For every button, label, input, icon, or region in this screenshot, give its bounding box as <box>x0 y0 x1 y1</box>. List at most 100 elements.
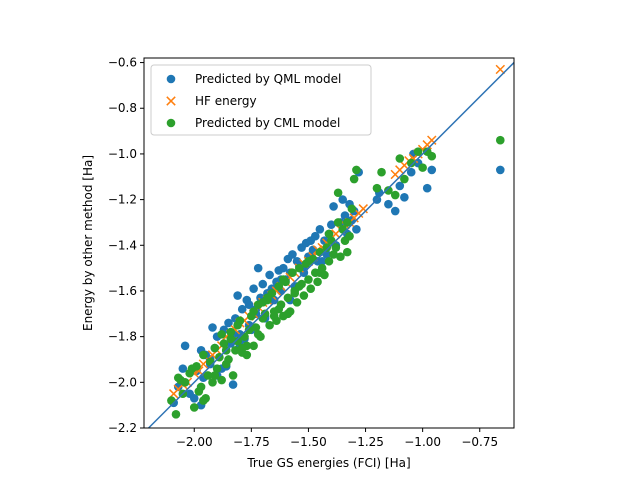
y-tick-label: −2.2 <box>108 421 137 435</box>
y-tick-label: −0.6 <box>108 56 137 70</box>
cml-point <box>233 336 242 346</box>
cml-point <box>333 188 343 198</box>
x-tick-label: −1.75 <box>233 435 270 449</box>
qml-point <box>279 263 288 273</box>
cml-point <box>176 375 185 385</box>
cml-point <box>324 256 334 266</box>
qml-point <box>224 318 233 328</box>
cml-point <box>242 350 252 360</box>
qml-point <box>338 195 348 204</box>
cml-point <box>372 183 382 193</box>
cml-point <box>342 247 352 257</box>
cml-point <box>304 275 313 284</box>
x-tick-label: −2.00 <box>176 435 213 449</box>
cml-point <box>306 284 316 293</box>
identity-reference-line <box>148 62 515 429</box>
y-axis-label: Energy by other method [Ha] <box>81 155 95 331</box>
qml-point <box>173 382 183 392</box>
hf-point <box>358 204 368 214</box>
cml-point <box>199 350 208 360</box>
qml-point <box>249 284 258 293</box>
cml-point <box>279 275 288 284</box>
cml-point <box>395 154 405 163</box>
cml-point <box>244 325 254 335</box>
legend-label-hf: HF energy <box>195 94 257 108</box>
qml-point <box>178 364 188 373</box>
cml-point <box>495 135 505 145</box>
y-tick-label: −1.2 <box>108 193 137 207</box>
qml-point <box>390 206 400 216</box>
qml-point <box>352 224 361 234</box>
cml-point <box>384 186 393 195</box>
legend-entry-hf: HF energy <box>166 94 257 108</box>
cml-point <box>249 341 258 351</box>
qml-point <box>253 263 263 273</box>
cml-point <box>295 263 304 273</box>
axes-frame <box>143 57 515 429</box>
cml-point <box>187 364 197 373</box>
legend-box <box>150 64 372 136</box>
cml-point <box>336 252 345 262</box>
qml-point <box>384 199 393 209</box>
qml-point <box>326 220 336 230</box>
qml-point <box>310 231 320 241</box>
cml-point <box>390 190 400 200</box>
qml-point <box>180 341 190 351</box>
cml-point <box>324 229 334 239</box>
cml-point <box>167 396 176 405</box>
x-tick-label: −1.25 <box>347 435 384 449</box>
cml-point <box>349 174 359 184</box>
cml-point <box>331 243 341 252</box>
cml-point <box>274 304 284 314</box>
cml-point <box>231 346 240 355</box>
cml-point <box>290 288 300 298</box>
cml-point <box>233 320 242 330</box>
legend-label-qml: Predicted by QML model <box>195 72 341 86</box>
cml-point <box>217 375 226 385</box>
cml-point <box>400 174 409 184</box>
cml-point <box>210 343 220 353</box>
cml-point <box>333 218 343 227</box>
data-marks <box>167 64 506 419</box>
qml-point <box>395 181 405 191</box>
plot-area <box>143 57 515 429</box>
cml-point <box>329 250 338 259</box>
qml-point <box>228 380 238 389</box>
y-tick-label: −1.0 <box>108 147 137 161</box>
cml-point <box>299 291 309 300</box>
cml-point <box>292 298 302 307</box>
cml-point <box>251 323 261 332</box>
qml-point <box>315 224 325 234</box>
cml-point <box>260 309 270 319</box>
y-axis: −2.2 −2.0 −1.8 −1.6 −1.4 −1.2 −1.0 −0.8 −0.6 <box>108 56 144 435</box>
cml-point <box>342 218 352 227</box>
cml-point <box>249 307 258 316</box>
x-axis-label: True GS energies (FCI) [Ha] <box>246 456 410 470</box>
legend-entry-cml: Predicted by CML model <box>166 116 340 130</box>
cml-point <box>224 355 233 364</box>
cml-point <box>345 231 354 241</box>
qml-point <box>427 165 437 175</box>
cml-point <box>413 147 423 156</box>
cml-point <box>253 330 263 339</box>
legend: Predicted by QML model HF energy Predict… <box>150 64 372 136</box>
x-tick-label: −0.75 <box>461 435 498 449</box>
cml-point <box>258 298 268 307</box>
cml-point <box>228 371 238 380</box>
qml-point <box>208 323 217 332</box>
qml-point <box>258 279 268 289</box>
cml-point <box>283 309 293 319</box>
qml-point <box>244 300 254 309</box>
qml-point <box>189 394 199 403</box>
cml-point <box>219 339 229 348</box>
cml-point <box>265 320 274 330</box>
hf-point <box>427 135 437 145</box>
x-axis: −2.00 −1.75 −1.50 −1.25 −1.00 −0.75 <box>176 428 498 449</box>
cml-point <box>226 334 236 344</box>
qml-point <box>406 167 416 177</box>
legend-marker-qml <box>166 74 176 84</box>
cml-point <box>208 378 217 387</box>
legend-marker-cml <box>166 118 176 128</box>
cml-point <box>226 327 236 337</box>
